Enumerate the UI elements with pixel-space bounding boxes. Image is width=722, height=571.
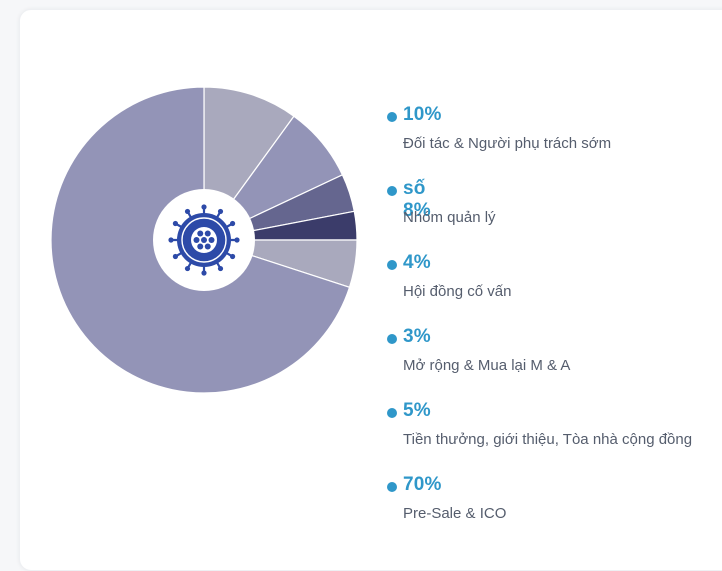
legend-percent: 5% xyxy=(403,400,431,421)
legend-dot xyxy=(387,408,397,418)
allocation-card xyxy=(19,9,722,571)
legend-dot xyxy=(387,334,397,344)
legend-percent: 4% xyxy=(403,252,431,273)
legend-label: Hội đồng cố vấn xyxy=(403,283,512,300)
legend-percent: 10% xyxy=(403,104,442,125)
legend-percent: số 8% xyxy=(403,178,431,221)
legend-dot xyxy=(387,482,397,492)
legend-percent: 3% xyxy=(403,326,431,347)
legend-dot xyxy=(387,260,397,270)
legend-label: Đối tác & Người phụ trách sớm xyxy=(403,135,612,152)
legend-percent: 70% xyxy=(403,474,442,495)
legend-label: Tiền thưởng, giới thiệu, Tòa nhà cộng đồ… xyxy=(403,431,693,448)
legend-label: Mở rộng & Mua lại M & A xyxy=(403,357,571,374)
legend-dot xyxy=(387,186,397,196)
legend-label: Pre-Sale & ICO xyxy=(403,505,507,522)
legend-dot xyxy=(387,112,397,122)
legend-label: Nhóm quản lý xyxy=(403,209,496,226)
